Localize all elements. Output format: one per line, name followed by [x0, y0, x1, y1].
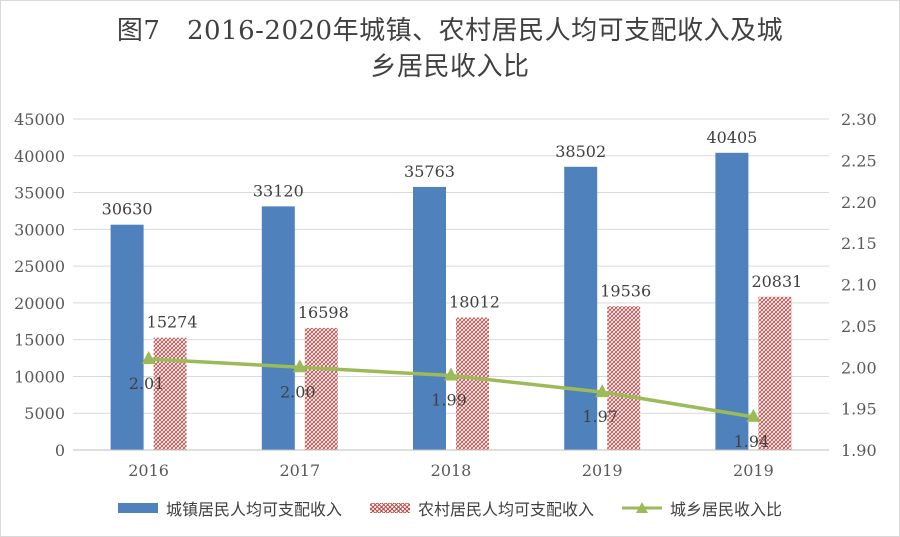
y-right-tick-label: 2.20: [841, 193, 877, 212]
bar-rural: [153, 337, 187, 450]
bar-rural: [456, 317, 489, 450]
data-label-rural: 18012: [449, 293, 500, 312]
x-tick-label: 2016: [128, 461, 169, 480]
y-left-tick-label: 40000: [14, 147, 65, 166]
data-label-rural: 16598: [298, 303, 349, 322]
data-label-rural: 20831: [751, 272, 802, 291]
data-label-rural: 19536: [600, 281, 651, 300]
bar-urban: [715, 152, 749, 451]
legend-label-ratio: 城乡居民收入比: [670, 500, 783, 519]
ratio-point: [444, 367, 458, 381]
bars: [110, 152, 792, 451]
y-left-tick-label: 25000: [14, 257, 65, 276]
y-left-tick-label: 0: [55, 441, 65, 460]
y-left-tick-label: 20000: [14, 294, 65, 313]
y-left-tick-label: 10000: [14, 367, 65, 386]
x-tick-label: 2019: [582, 461, 623, 480]
data-label-rural: 15274: [147, 313, 198, 332]
y-left-tick-label: 30000: [14, 220, 65, 239]
bar-rural: [304, 327, 338, 450]
ratio-line: [141, 350, 761, 422]
data-label-urban: 38502: [555, 142, 606, 161]
legend-item-rural: 农村居民人均可支配收入: [369, 496, 594, 520]
y-right-tick-label: 2.10: [841, 276, 877, 295]
data-label-urban: 40405: [706, 128, 757, 147]
data-label-ratio: 2.01: [129, 374, 165, 393]
bar-urban: [413, 186, 446, 450]
legend-label-rural: 农村居民人均可支配收入: [417, 500, 594, 519]
gridlines: [73, 118, 829, 414]
data-label-ratio: 1.97: [582, 407, 618, 426]
y-right-tick-label: 2.15: [841, 234, 877, 253]
bar-urban: [261, 206, 295, 450]
y-left-tick-label: 45000: [14, 110, 65, 129]
legend-item-urban: 城镇居民人均可支配收入: [117, 496, 342, 520]
data-labels: 30630 15274 33120 16598 35763 18012 38502 19536…: [102, 128, 803, 451]
ratio-point: [292, 359, 307, 373]
chart-title-line-2: 乡居民收入比: [370, 52, 530, 82]
y-right-tick-label: 1.95: [841, 400, 877, 419]
y-right-tick-label: 2.05: [841, 317, 877, 336]
bar-rural: [607, 306, 641, 450]
legend-swatch-ratio: [622, 502, 662, 513]
legend: 城镇居民人均可支配收入 农村居民人均可支配收入 城乡居民收入比: [0, 494, 900, 522]
x-tick-label: 2018: [431, 461, 472, 480]
legend-item-ratio: 城乡居民收入比: [622, 496, 782, 520]
data-label-ratio: 1.94: [734, 432, 770, 451]
data-label-urban: 35763: [404, 162, 455, 181]
y-right-tick-label: 2.30: [841, 110, 877, 129]
legend-label-urban: 城镇居民人均可支配收入: [165, 500, 342, 519]
legend-swatch-urban: [117, 503, 158, 513]
x-tick-label: 2017: [279, 461, 320, 480]
data-label-urban: 33120: [253, 181, 304, 200]
y-left-tick-label: 15000: [14, 331, 65, 350]
bar-urban: [564, 166, 598, 451]
data-label-urban: 30630: [102, 200, 153, 219]
bar-rural: [758, 296, 792, 450]
ratio-point: [141, 350, 156, 364]
y-right-tick-label: 2.00: [841, 358, 877, 377]
bar-urban: [110, 224, 144, 450]
x-tick-label: 2019: [733, 461, 774, 480]
chart-title-line-1: 图7 2016-2020年城镇、农村居民人均可支配收入及城: [116, 16, 784, 46]
legend-swatch-rural: [369, 503, 410, 513]
y-right-tick-label: 2.25: [841, 151, 877, 170]
y-left-tick-label: 5000: [24, 404, 65, 423]
ratio-point: [746, 408, 761, 422]
axes: 0 5000 10000 15000 20000 25000 30000 35000 40000…: [14, 110, 877, 480]
data-label-ratio: 2.00: [280, 382, 316, 401]
y-right-tick-label: 1.90: [841, 441, 877, 460]
data-label-ratio: 1.99: [431, 391, 467, 410]
ratio-point: [595, 384, 610, 398]
y-left-tick-label: 35000: [14, 184, 65, 203]
